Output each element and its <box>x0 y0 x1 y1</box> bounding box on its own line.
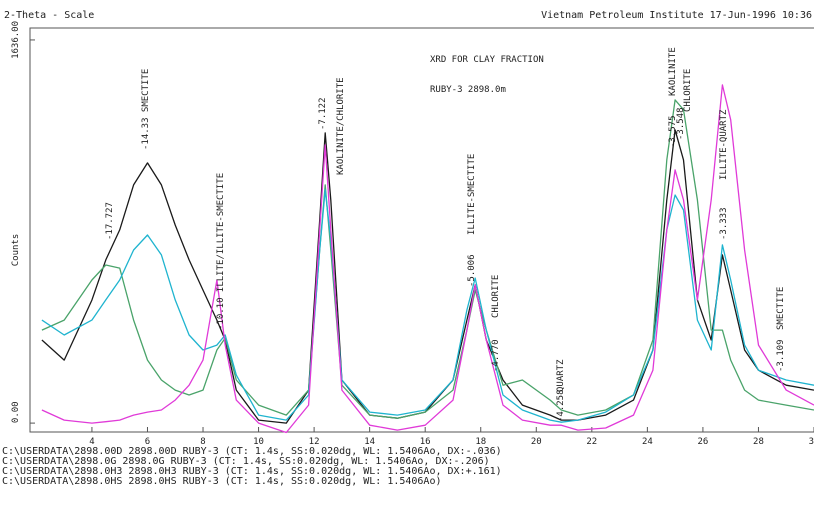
annotation: -4.258 <box>556 389 566 422</box>
x-tick-label: 12 <box>309 437 320 447</box>
y-axis-label: Counts <box>11 234 21 267</box>
legend-entry: C:\USERDATA\2898.00D 2898.00D RUBY-3 (CT… <box>2 446 502 457</box>
annotation: KAOLINITE <box>668 47 678 96</box>
annotation: ILLITE-QUARTZ <box>719 109 729 180</box>
annotation: -4.770 <box>491 339 501 372</box>
x-tick-label: 26 <box>697 437 708 447</box>
annotation: -3.548 <box>676 107 686 140</box>
annotation: KAOLINITE/CHLORITE <box>336 77 346 175</box>
series-line <box>41 84 814 434</box>
x-tick-label: 4 <box>89 437 94 447</box>
x-tick-label: 16 <box>420 437 431 447</box>
series-line <box>41 99 814 419</box>
x-tick-label: 8 <box>200 437 205 447</box>
y-tick-label: 0.00 <box>11 401 21 423</box>
annotation: -7.122 <box>318 97 328 130</box>
annotation: XRD FOR CLAY FRACTION <box>430 55 544 65</box>
annotation: -3.333 <box>719 207 729 240</box>
annotation: RUBY-3 2898.0m <box>430 85 506 95</box>
series-line <box>41 129 814 424</box>
annotation: CHLORITE <box>683 69 693 112</box>
x-tick-label: 6 <box>145 437 150 447</box>
annotation: -10.10 ILLITE/ILLITE-SMECTITE <box>216 173 226 330</box>
annotation: CHLORITE <box>491 275 501 318</box>
annotation: SMECTITE <box>776 287 786 330</box>
legend-entry: C:\USERDATA\2898.0H3 2898.0H3 RUBY-3 (CT… <box>2 466 502 477</box>
x-tick-label: 30 <box>809 437 814 447</box>
annotation: -5.006 <box>467 254 477 287</box>
legend-entry: C:\USERDATA\2898.0G 2898.0G RUBY-3 (CT: … <box>2 456 490 467</box>
annotation: -3.575 <box>668 115 678 148</box>
annotation: QUARTZ <box>556 359 566 392</box>
x-tick-label: 20 <box>531 437 542 447</box>
x-tick-label: 24 <box>642 437 653 447</box>
series-line <box>41 189 814 423</box>
annotation: -17.727 <box>105 202 115 240</box>
y-tick-label: 1636.00 <box>11 21 21 59</box>
annotation: -14.33 SMECTITE <box>141 69 151 150</box>
x-tick-label: 18 <box>475 437 486 447</box>
legend-entry: C:\USERDATA\2898.0HS 2898.0HS RUBY-3 (CT… <box>2 476 442 487</box>
x-tick-label: 22 <box>586 437 597 447</box>
annotation: ILLITE-SMECTITE <box>467 154 477 235</box>
x-tick-label: 10 <box>253 437 264 447</box>
x-tick-label: 14 <box>364 437 375 447</box>
chart-title: 2-Theta - Scale <box>4 10 94 21</box>
x-tick-label: 28 <box>753 437 764 447</box>
annotation: -3.109 <box>776 339 786 372</box>
chart-subtitle: Vietnam Petroleum Institute 17-Jun-1996 … <box>541 10 812 21</box>
